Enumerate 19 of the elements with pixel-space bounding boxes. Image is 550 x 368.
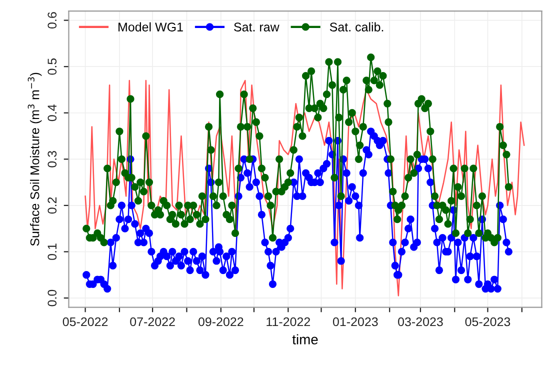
- y-tick-label: 0.1: [48, 244, 57, 260]
- x-tick-label: 03-2023: [398, 317, 443, 326]
- y-tick-label: 0.3: [48, 151, 57, 168]
- legend-label: Model WG1: [118, 22, 183, 32]
- x-tick-label: 05-2023: [465, 317, 510, 326]
- y-tick-label: 0.2: [48, 197, 57, 214]
- x-tick-label: 09-2022: [198, 317, 244, 326]
- x-axis-title: time: [292, 334, 318, 344]
- x-tick-label: 05-2022: [62, 317, 108, 326]
- y-tick-label: 0.4: [48, 104, 57, 122]
- y-tick-label: 0.5: [48, 58, 57, 75]
- x-tick-label: 07-2022: [130, 317, 175, 326]
- y-tick-label: 0.0: [48, 290, 57, 306]
- y-axis-title: Surface Soil Moisture (m$^{3}$ m$^{−3}$): [28, 72, 42, 246]
- legend-label: Sat. calib.: [330, 22, 384, 32]
- y-tick-label: 0.6: [48, 12, 57, 28]
- x-tick-label: 01-2023: [332, 317, 378, 326]
- x-tick-label: 11-2022: [266, 317, 310, 326]
- legend-label: Sat. raw: [234, 22, 280, 32]
